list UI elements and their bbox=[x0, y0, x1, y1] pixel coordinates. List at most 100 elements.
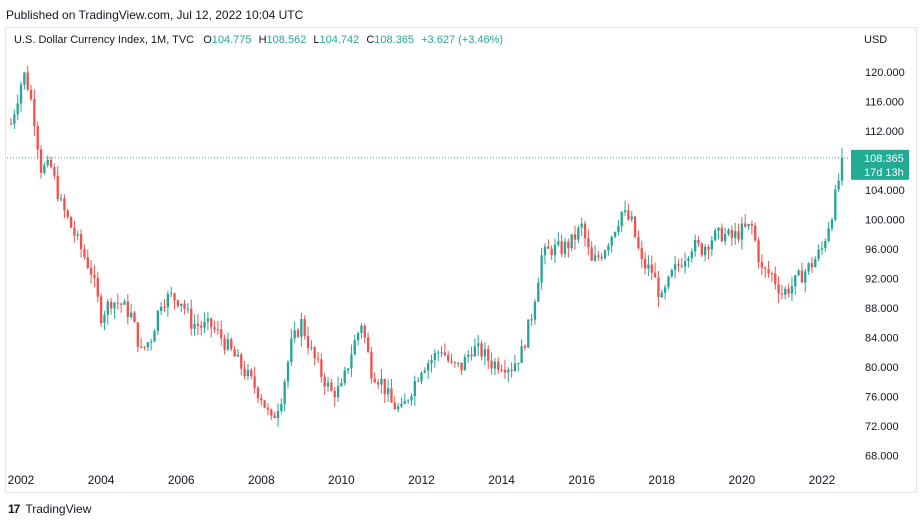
candle-body bbox=[69, 216, 73, 228]
close-value: 108.365 bbox=[374, 34, 415, 46]
candle-body bbox=[750, 223, 754, 226]
candle-body bbox=[507, 369, 510, 373]
candle-body bbox=[420, 372, 423, 381]
candle-body bbox=[747, 223, 750, 227]
candle-body bbox=[276, 410, 280, 418]
candle-body bbox=[477, 343, 480, 347]
candle-body bbox=[376, 382, 380, 385]
candle-body bbox=[603, 250, 607, 259]
candle-body bbox=[203, 321, 206, 328]
candle-body bbox=[623, 210, 627, 212]
candle-body bbox=[186, 308, 190, 310]
candle-body bbox=[717, 227, 720, 231]
symbol-title[interactable]: U.S. Dollar Currency Index, 1M, TVC bbox=[14, 34, 195, 46]
footer-brand[interactable]: TradingView bbox=[25, 502, 92, 516]
candle-body bbox=[744, 223, 747, 227]
candle-body bbox=[523, 346, 527, 348]
candle-body bbox=[640, 247, 643, 260]
x-tick-label: 2016 bbox=[568, 473, 595, 487]
candle-body bbox=[570, 234, 573, 249]
candle-body bbox=[416, 380, 420, 382]
candle-body bbox=[103, 314, 106, 323]
candle-body bbox=[210, 318, 213, 328]
candle-body bbox=[170, 293, 173, 295]
candle-body bbox=[453, 362, 457, 364]
y-tick-label: 68.000 bbox=[865, 450, 899, 462]
candle-body bbox=[180, 303, 183, 307]
candle-body bbox=[320, 359, 323, 377]
candle-body bbox=[390, 388, 393, 403]
candle-body bbox=[46, 160, 49, 166]
candle-body bbox=[577, 227, 580, 240]
x-tick-label: 2002 bbox=[8, 473, 35, 487]
candle-body bbox=[93, 274, 96, 279]
candle-body bbox=[196, 323, 200, 326]
candle-body bbox=[440, 352, 443, 354]
price-tag-box bbox=[851, 149, 909, 180]
candle-body bbox=[273, 415, 276, 418]
y-tick-label: 104.000 bbox=[865, 185, 905, 197]
candle-body bbox=[610, 236, 613, 246]
candle-body bbox=[116, 302, 119, 304]
candle-body bbox=[553, 244, 557, 255]
candle-body bbox=[807, 263, 810, 272]
candle-body bbox=[467, 354, 470, 358]
y-tick-label: 80.000 bbox=[865, 362, 899, 374]
candle-body bbox=[764, 267, 767, 270]
candle-body bbox=[617, 226, 620, 233]
candle-body bbox=[146, 342, 150, 348]
candle-body bbox=[707, 246, 710, 250]
candle-body bbox=[837, 180, 840, 190]
candle-body bbox=[613, 232, 617, 237]
candle-body bbox=[787, 288, 790, 294]
candle-body bbox=[457, 362, 460, 364]
high-label: H bbox=[258, 34, 267, 46]
candle-body bbox=[283, 381, 286, 404]
x-tick-label: 2010 bbox=[328, 473, 355, 487]
candle-body bbox=[160, 306, 163, 311]
candle-body bbox=[323, 376, 326, 387]
candle-body bbox=[730, 229, 734, 238]
candle-body bbox=[657, 277, 660, 298]
candle-body bbox=[253, 376, 256, 388]
candle-body bbox=[677, 264, 680, 266]
candle-body bbox=[503, 369, 507, 373]
low-label: L bbox=[313, 34, 320, 46]
candle-body bbox=[573, 234, 577, 240]
candle-body bbox=[226, 339, 230, 350]
candle-body bbox=[83, 249, 86, 258]
candle-body bbox=[360, 325, 363, 334]
candle-body bbox=[760, 262, 764, 268]
y-tick-label: 100.000 bbox=[865, 214, 905, 226]
candle-body bbox=[463, 357, 467, 371]
candle-body bbox=[470, 354, 473, 357]
candle-body bbox=[136, 322, 139, 347]
candle-body bbox=[150, 341, 153, 343]
candle-body bbox=[777, 284, 780, 294]
candle-body bbox=[727, 229, 730, 235]
candle-body bbox=[43, 165, 46, 173]
candle-body bbox=[683, 261, 687, 267]
candle-body bbox=[400, 403, 403, 407]
x-tick-label: 2004 bbox=[88, 473, 115, 487]
candle-body bbox=[820, 248, 824, 250]
candle-body bbox=[176, 300, 180, 307]
candle-body bbox=[56, 175, 59, 200]
candle-body bbox=[590, 247, 593, 261]
candle-body bbox=[830, 219, 834, 229]
candle-body bbox=[587, 238, 590, 248]
candle-body bbox=[693, 239, 697, 252]
x-tick-label: 2012 bbox=[408, 473, 435, 487]
candle-body bbox=[386, 388, 390, 395]
x-tick-label: 2008 bbox=[248, 473, 275, 487]
candle-body bbox=[326, 382, 330, 387]
candle-body bbox=[300, 319, 303, 337]
candle-body bbox=[690, 251, 693, 259]
candle-body bbox=[190, 308, 193, 329]
y-tick-label: 112.000 bbox=[865, 126, 904, 138]
candle-body bbox=[413, 381, 416, 397]
candle-body bbox=[270, 409, 273, 416]
tradingview-logo-icon[interactable]: 17 bbox=[8, 502, 20, 516]
candle-body bbox=[774, 273, 777, 285]
